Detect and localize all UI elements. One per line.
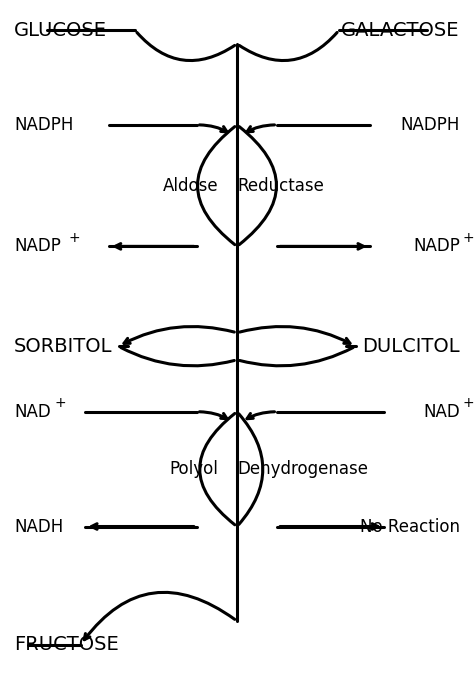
Text: NADH: NADH <box>14 518 64 535</box>
Text: Aldose: Aldose <box>163 177 218 194</box>
Text: NADP: NADP <box>14 238 61 255</box>
Text: Reductase: Reductase <box>237 177 324 194</box>
Text: NAD: NAD <box>14 403 51 421</box>
Text: +: + <box>69 231 81 244</box>
Text: +: + <box>462 231 474 244</box>
Text: GALACTOSE: GALACTOSE <box>341 21 460 40</box>
Text: No Reaction: No Reaction <box>360 518 460 535</box>
Text: DULCITOL: DULCITOL <box>362 337 460 356</box>
Text: NADP: NADP <box>413 238 460 255</box>
Text: FRUCTOSE: FRUCTOSE <box>14 635 119 654</box>
Text: Dehydrogenase: Dehydrogenase <box>237 460 368 478</box>
Text: GLUCOSE: GLUCOSE <box>14 21 107 40</box>
Text: NADPH: NADPH <box>401 116 460 134</box>
Text: +: + <box>55 396 66 410</box>
Text: +: + <box>462 396 474 410</box>
Text: NADPH: NADPH <box>14 116 73 134</box>
Text: NAD: NAD <box>423 403 460 421</box>
Text: Polyol: Polyol <box>169 460 218 478</box>
Text: SORBITOL: SORBITOL <box>14 337 113 356</box>
